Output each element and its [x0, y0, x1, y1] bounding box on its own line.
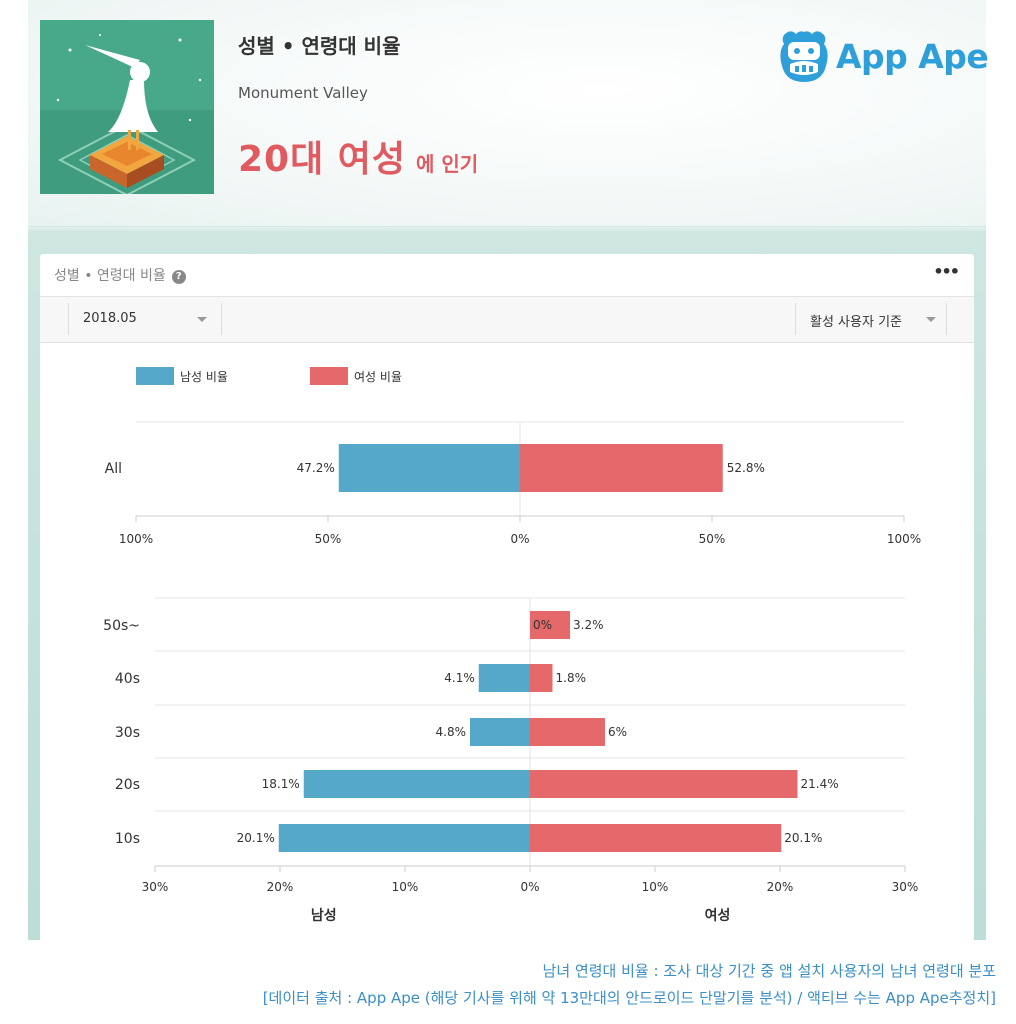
bar-male — [338, 444, 520, 492]
x-tick-label: 20% — [267, 880, 294, 894]
x-tick-label: 0% — [520, 880, 539, 894]
bar-female — [530, 718, 605, 746]
bar-female — [530, 770, 798, 798]
basis-select-value: 활성 사용자 기준 — [810, 315, 902, 330]
card-header: 성별 • 연령대 비율? ••• — [40, 254, 974, 297]
category-label: 20s — [115, 777, 140, 793]
app-ape-monkey-icon — [780, 31, 828, 82]
data-label-female: 3.2% — [573, 618, 604, 632]
x-tick-label: 100% — [119, 532, 153, 546]
x-tick-label: 0% — [510, 532, 529, 546]
more-options-icon[interactable]: ••• — [933, 262, 960, 281]
bar-female — [520, 444, 723, 492]
caption-line-2: [데이터 출처 : App Ape (해당 기사를 위해 약 13만대의 안드로… — [262, 989, 996, 1007]
legend-label-female: 여성 비율 — [354, 369, 402, 384]
x-tick-label: 50% — [699, 532, 726, 546]
app-name: Monument Valley — [238, 84, 368, 102]
data-label-female: 52.8% — [727, 461, 765, 475]
x-tick-label: 50% — [315, 532, 342, 546]
bar-male — [478, 664, 530, 692]
caption: 남녀 연령대 비율 : 조사 대상 기간 중 앱 설치 사용자의 남녀 연령대 … — [263, 958, 996, 1012]
caption-line-1: 남녀 연령대 비율 : 조사 대상 기간 중 앱 설치 사용자의 남녀 연령대 … — [542, 962, 996, 980]
legend-label-male: 남성 비율 — [180, 369, 228, 384]
brand-logo: App Ape — [778, 28, 989, 84]
popular-segment-suffix: 에 인기 — [416, 152, 479, 176]
category-label: 40s — [115, 671, 140, 687]
brand-name: App Ape — [836, 36, 989, 76]
chart-card: 성별 • 연령대 비율? ••• 2018.05 활성 사용자 기준 남성 비율… — [40, 254, 974, 940]
chevron-down-icon — [197, 317, 207, 322]
date-select-value: 2018.05 — [83, 311, 137, 326]
header-title: 성별 • 연령대 비율 — [238, 34, 401, 58]
category-label: 50s~ — [103, 618, 140, 634]
x-tick-label: 10% — [642, 880, 669, 894]
data-label-male: 4.8% — [436, 725, 467, 739]
gender-age-chart: 100% 50% 0% 50% 100% All 47.2% 52.8% 30% 20% 10% 0%… — [103, 421, 921, 924]
category-label: All — [105, 461, 122, 477]
bar-male — [470, 718, 530, 746]
data-label-male: 0% — [533, 618, 552, 632]
data-label-female: 21.4% — [801, 777, 839, 791]
x-tick-label: 20% — [767, 880, 794, 894]
bar-female — [530, 611, 570, 639]
popular-segment: 20대 여성 에 인기 — [238, 130, 478, 182]
card-title: 성별 • 연령대 비율? — [54, 265, 186, 285]
card-title-text: 성별 • 연령대 비율 — [54, 268, 166, 284]
data-label-male: 4.1% — [444, 671, 475, 685]
bar-male — [278, 824, 530, 852]
data-label-female: 20.1% — [784, 831, 822, 845]
popular-segment-main: 20대 여성 — [238, 139, 406, 180]
data-label-male: 18.1% — [262, 777, 300, 791]
legend-item-male: 남성 비율 — [136, 366, 228, 386]
category-label: 30s — [115, 725, 140, 741]
category-label: 10s — [115, 831, 140, 847]
data-label-female: 1.8% — [556, 671, 587, 685]
legend-swatch-female — [310, 367, 348, 385]
help-icon[interactable]: ? — [171, 270, 186, 284]
basis-select[interactable]: 활성 사용자 기준 — [795, 303, 947, 335]
legend-item-female: 여성 비율 — [310, 366, 402, 386]
x-label-female: 여성 — [705, 907, 731, 924]
chevron-down-icon — [926, 317, 936, 322]
filter-bar: 2018.05 활성 사용자 기준 — [40, 297, 974, 343]
legend-swatch-male — [136, 367, 174, 385]
data-label-male: 47.2% — [297, 461, 335, 475]
bar-female — [530, 664, 553, 692]
data-label-female: 6% — [608, 725, 627, 739]
bar-male — [303, 770, 530, 798]
x-tick-label: 30% — [142, 880, 169, 894]
data-label-male: 20.1% — [237, 831, 275, 845]
bar-female — [530, 824, 782, 852]
x-label-male: 남성 — [311, 907, 337, 924]
x-tick-label: 10% — [392, 880, 419, 894]
x-tick-label: 100% — [887, 532, 921, 546]
date-select[interactable]: 2018.05 — [68, 303, 222, 335]
x-tick-label: 30% — [892, 880, 919, 894]
app-icon — [40, 20, 214, 194]
